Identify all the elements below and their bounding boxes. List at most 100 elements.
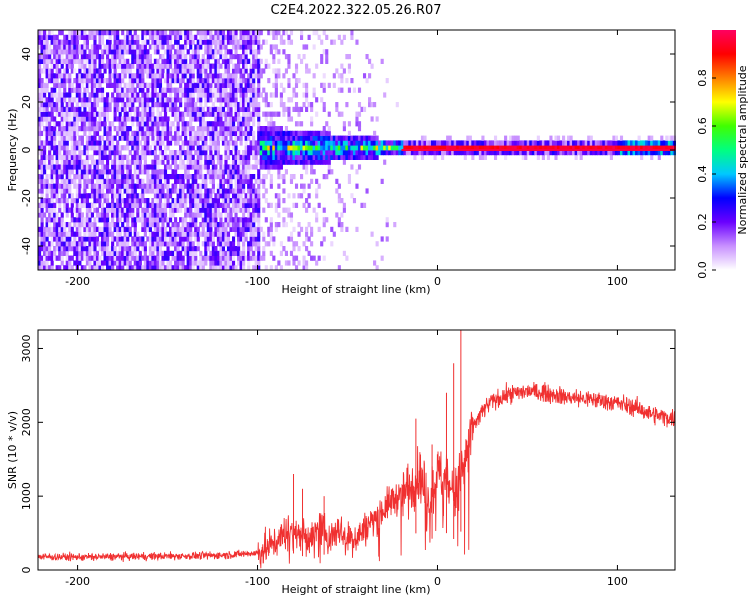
spectrogram-cell <box>98 226 102 232</box>
spectrogram-cell <box>269 140 273 146</box>
spectrogram-cell <box>169 217 173 223</box>
spectrogram-cell <box>143 222 147 228</box>
spectrogram-cell <box>138 87 142 93</box>
spectrogram-cell <box>226 130 231 136</box>
spectrogram-cell <box>78 250 82 256</box>
spectrogram-cell <box>113 54 117 60</box>
spectrogram-cell <box>216 34 220 40</box>
spectrogram-cell <box>63 73 67 79</box>
spectrogram-cell <box>156 231 160 237</box>
spectrogram-cell <box>216 202 220 208</box>
spectrogram-cell <box>93 193 97 199</box>
spectrogram-cell <box>136 193 140 199</box>
spectrogram-cell <box>111 58 115 64</box>
spectrogram-cell <box>121 102 125 108</box>
spectrogram-cell <box>85 87 89 93</box>
spectrogram-cell <box>98 73 102 79</box>
spectrogram-cell <box>131 246 135 252</box>
spectrogram-cell <box>63 231 67 237</box>
spectrogram-cell <box>385 236 389 242</box>
spectrogram-cell <box>161 188 165 194</box>
spectrogram-cell <box>163 126 168 132</box>
spectrogram-cell <box>58 49 62 55</box>
spectrogram-cell <box>93 73 97 79</box>
spectrogram-cell <box>73 217 77 223</box>
spectrogram-cell <box>209 49 213 55</box>
spectrogram-cell <box>214 193 218 199</box>
spectrogram-cell <box>179 226 183 232</box>
spectrogram-cell <box>380 140 384 146</box>
spectrogram-cell <box>70 178 74 184</box>
spectrogram-cell <box>128 202 132 208</box>
spectrogram-cell <box>113 226 117 232</box>
spectrogram-cell <box>50 63 54 69</box>
spectrogram-cell <box>85 39 89 45</box>
spectrogram-cell <box>393 222 397 228</box>
spectrogram-cell <box>347 130 351 136</box>
spectrogram-cell <box>179 30 183 36</box>
spectrogram-cell <box>85 222 89 228</box>
spectrogram-cell <box>194 183 198 189</box>
spectrogram-cell <box>252 222 256 228</box>
spectrogram-cell <box>221 34 226 40</box>
spectrogram-cell <box>78 126 82 132</box>
spectrogram-cell <box>55 255 59 261</box>
spectrogram-cell <box>151 30 155 36</box>
spectrogram-cell <box>224 82 228 88</box>
spectrogram-cell <box>209 82 213 88</box>
spectrogram-cell <box>161 87 165 93</box>
spectrogram-cell <box>65 255 69 261</box>
spectrogram-cell <box>249 49 253 55</box>
spectrogram-cell <box>226 202 231 208</box>
spectrogram-cell <box>226 241 231 247</box>
spectrogram-cell <box>141 241 145 247</box>
spectrogram-cell <box>279 174 283 180</box>
spectrogram-cell <box>219 73 223 79</box>
spectrogram-cell <box>312 169 316 175</box>
spectrogram-cell <box>292 241 296 247</box>
spectrogram-cell <box>116 164 120 170</box>
spectrogram-cell <box>340 150 344 156</box>
spectrogram-cell <box>156 135 160 141</box>
spectrogram-cell <box>93 54 97 60</box>
y-tick-label: 2000 <box>20 408 33 436</box>
spectrogram-cell <box>118 111 122 117</box>
spectrogram-cell <box>65 116 69 122</box>
spectrogram-cell <box>136 97 140 103</box>
spectrogram-cell <box>249 174 253 180</box>
spectrogram-cell <box>60 121 64 127</box>
spectrogram-cell <box>219 97 223 103</box>
spectrogram-cell <box>627 145 631 151</box>
spectrogram-cell <box>156 126 160 132</box>
spectrogram-cell <box>191 255 195 261</box>
spectrogram-cell <box>219 265 223 271</box>
spectrogram-cell <box>166 236 170 242</box>
spectrogram-cell <box>65 121 69 127</box>
spectrogram-cell <box>340 222 344 228</box>
spectrogram-cell <box>55 198 59 204</box>
spectrogram-cell <box>199 135 203 141</box>
spectrogram-cell <box>184 87 188 93</box>
spectrogram-cell <box>169 188 173 194</box>
spectrogram-cell <box>63 145 67 151</box>
spectrogram-cell <box>272 150 276 156</box>
spectrogram-cell <box>269 217 273 223</box>
spectrogram-cell <box>156 212 160 218</box>
spectrogram-cell <box>123 63 127 69</box>
spectrogram-cell <box>131 183 135 189</box>
spectrogram-cell <box>38 174 42 180</box>
spectrogram-cell <box>156 178 160 184</box>
spectrogram-cell <box>43 87 47 93</box>
spectrogram-cell <box>312 140 316 146</box>
spectrogram-cell <box>269 202 273 208</box>
spectrogram-cell <box>211 78 215 84</box>
spectrogram-cell <box>206 78 210 84</box>
spectrogram-cell <box>146 169 150 175</box>
spectrogram-cell <box>143 121 147 127</box>
spectrogram-cell <box>262 174 266 180</box>
spectrogram-cell <box>352 150 357 156</box>
spectrogram-cell <box>252 54 256 60</box>
spectrogram-cell <box>176 30 180 36</box>
spectrogram-cell <box>499 150 503 156</box>
spectrogram-cell <box>184 121 188 127</box>
